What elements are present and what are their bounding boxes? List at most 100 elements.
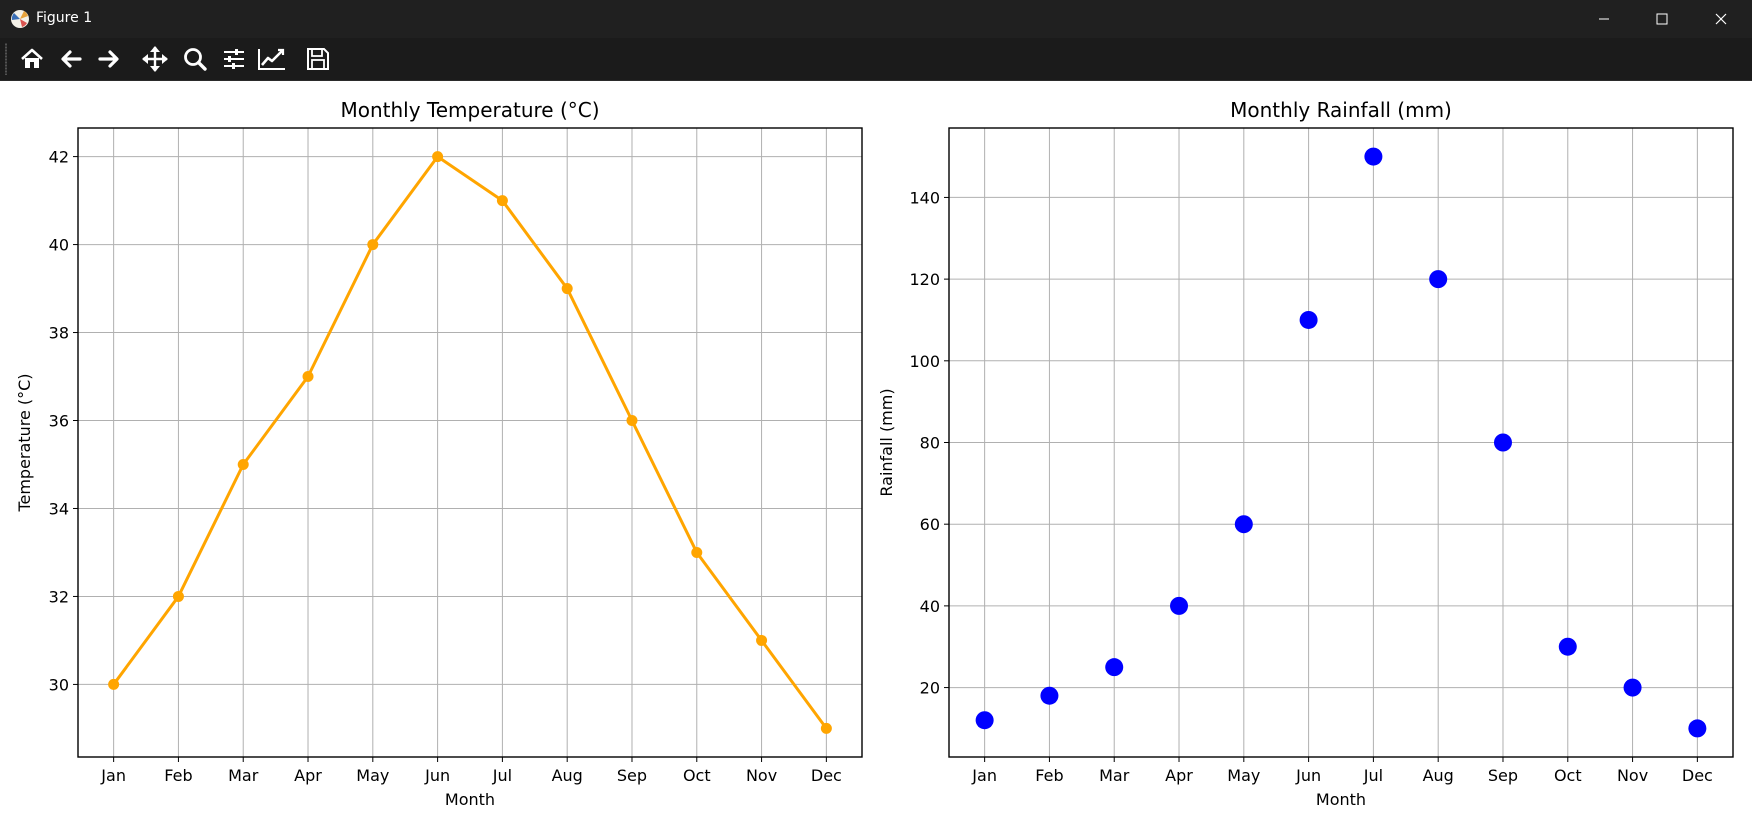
x-tick-label: Feb	[164, 766, 192, 785]
rainfall-point	[1364, 147, 1383, 166]
temperature-point	[432, 151, 444, 163]
y-axis-label: Rainfall (mm)	[877, 388, 896, 496]
rainfall-point	[1040, 686, 1059, 705]
back-button[interactable]	[55, 43, 87, 75]
temperature-point	[496, 195, 508, 207]
minimize-button[interactable]	[1575, 0, 1633, 38]
rainfall-point	[1688, 719, 1707, 738]
navigation-toolbar	[0, 38, 1752, 81]
pan-button[interactable]	[139, 43, 171, 75]
save-button[interactable]	[302, 43, 334, 75]
zoom-icon	[184, 48, 207, 71]
x-tick-label: Jul	[492, 766, 512, 785]
x-tick-label: Dec	[811, 766, 842, 785]
edit-axis-button[interactable]	[256, 43, 288, 75]
rainfall-point	[1558, 637, 1577, 656]
temperature-point	[108, 678, 120, 690]
x-axis-label: Month	[445, 790, 495, 809]
home-icon	[21, 48, 43, 68]
y-tick-label: 120	[909, 270, 940, 289]
maximize-icon	[1656, 13, 1668, 25]
rainfall-point	[1493, 433, 1512, 452]
temperature-point	[172, 590, 184, 602]
y-tick-label: 38	[49, 324, 69, 343]
temperature-point	[756, 634, 768, 646]
matplotlib-logo-icon	[11, 10, 29, 28]
window-title: Figure 1	[36, 10, 93, 26]
axes-frame	[948, 127, 1734, 758]
temperature-point	[820, 722, 832, 734]
x-tick-label: Nov	[746, 766, 777, 785]
maximize-button[interactable]	[1633, 0, 1691, 38]
x-tick-label: Dec	[1682, 766, 1713, 785]
pan-icon	[142, 46, 168, 72]
temperature-point	[626, 415, 638, 427]
temperature-point	[367, 239, 379, 251]
x-tick-label: Mar	[1099, 766, 1130, 785]
temperature-point	[237, 458, 249, 470]
x-tick-label: Feb	[1035, 766, 1063, 785]
x-tick-label: Jun	[424, 766, 450, 785]
y-tick-label: 40	[920, 597, 940, 616]
temperature-point	[691, 546, 703, 558]
rainfall-point	[1105, 658, 1124, 677]
rainfall-point	[1429, 270, 1448, 289]
figure-canvas: Jan Feb Mar Apr May Jun Jul Aug Sep Oct Nov Dec 30 32…	[0, 81, 1752, 824]
x-tick-label: Jun	[1295, 766, 1321, 785]
y-tick-label: 140	[909, 188, 940, 207]
x-tick-label: Aug	[1423, 766, 1454, 785]
x-tick-label: Nov	[1617, 766, 1648, 785]
y-tick-label: 40	[49, 236, 69, 255]
close-button[interactable]	[1692, 0, 1750, 38]
rainfall-point	[1234, 515, 1253, 534]
x-tick-label: Sep	[1488, 766, 1518, 785]
toolbar-grip[interactable]	[5, 43, 7, 75]
configure-subplots-button[interactable]	[218, 43, 250, 75]
axes-frame	[77, 127, 863, 758]
forward-button[interactable]	[93, 43, 125, 75]
x-tick-label: Sep	[617, 766, 647, 785]
y-tick-label: 30	[49, 675, 69, 694]
minimize-icon	[1599, 18, 1609, 20]
y-tick-label: 20	[920, 679, 940, 698]
configure-subplots-icon	[224, 49, 244, 69]
chart-title: Monthly Temperature (°C)	[340, 98, 599, 122]
y-tick-label: 32	[49, 587, 69, 606]
x-tick-label: May	[1227, 766, 1260, 785]
x-tick-label: Mar	[228, 766, 259, 785]
rainfall-point	[975, 711, 994, 730]
x-axis-label: Month	[1316, 790, 1366, 809]
temperature-line	[112, 155, 828, 730]
y-tick-label: 60	[920, 515, 940, 534]
forward-arrow-icon	[98, 50, 119, 68]
close-icon	[1715, 13, 1727, 25]
x-tick-label: Jul	[1363, 766, 1383, 785]
x-tick-label: Oct	[1554, 766, 1582, 785]
chart-title: Monthly Rainfall (mm)	[1230, 98, 1452, 122]
x-tick-label: Oct	[683, 766, 711, 785]
save-icon	[307, 48, 329, 70]
rainfall-point	[1299, 310, 1318, 329]
y-tick-label: 100	[909, 352, 940, 371]
zoom-button[interactable]	[179, 43, 211, 75]
back-arrow-icon	[61, 50, 82, 68]
x-tick-label: May	[356, 766, 389, 785]
rainfall-point	[1170, 596, 1189, 615]
y-tick-label: 42	[49, 148, 69, 167]
rainfall-point	[1623, 678, 1642, 697]
y-tick-label: 34	[49, 499, 69, 518]
y-tick-label: 36	[49, 412, 69, 431]
x-tick-label: Apr	[1165, 766, 1193, 785]
y-tick-label: 80	[920, 434, 940, 453]
temperature-point	[302, 371, 314, 383]
x-tick-label: Aug	[552, 766, 583, 785]
home-button[interactable]	[16, 43, 48, 75]
x-tick-label: Jan	[100, 766, 126, 785]
x-tick-label: Apr	[294, 766, 322, 785]
y-axis-label: Temperature (°C)	[15, 373, 34, 512]
window-titlebar: Figure 1	[0, 0, 1752, 38]
x-tick-label: Jan	[971, 766, 997, 785]
temperature-point	[561, 283, 573, 295]
figure-svg: Jan Feb Mar Apr May Jun Jul Aug Sep Oct Nov Dec 30 32…	[15, 98, 1734, 809]
edit-axis-icon	[258, 48, 285, 70]
